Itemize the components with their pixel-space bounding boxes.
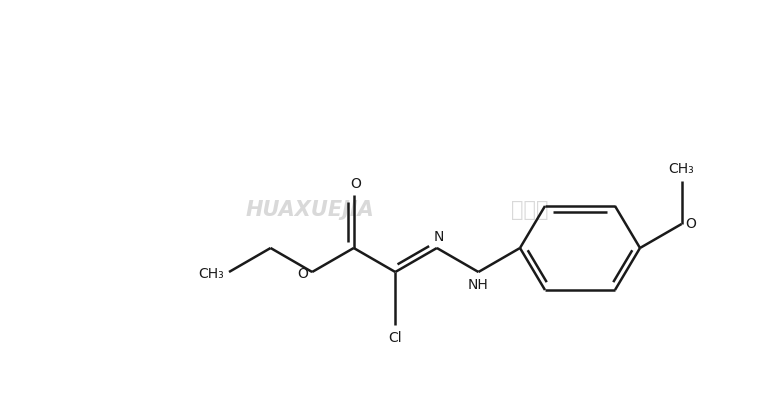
Text: NH: NH bbox=[468, 278, 489, 292]
Text: O: O bbox=[350, 177, 361, 191]
Text: O: O bbox=[686, 217, 696, 231]
Text: CH₃: CH₃ bbox=[669, 162, 695, 176]
Text: N: N bbox=[434, 230, 444, 244]
Text: Cl: Cl bbox=[388, 331, 402, 345]
Text: O: O bbox=[297, 267, 308, 281]
Text: HUAXUEJIA: HUAXUEJIA bbox=[245, 200, 374, 220]
Text: 化学加: 化学加 bbox=[511, 200, 549, 220]
Text: CH₃: CH₃ bbox=[198, 267, 224, 281]
